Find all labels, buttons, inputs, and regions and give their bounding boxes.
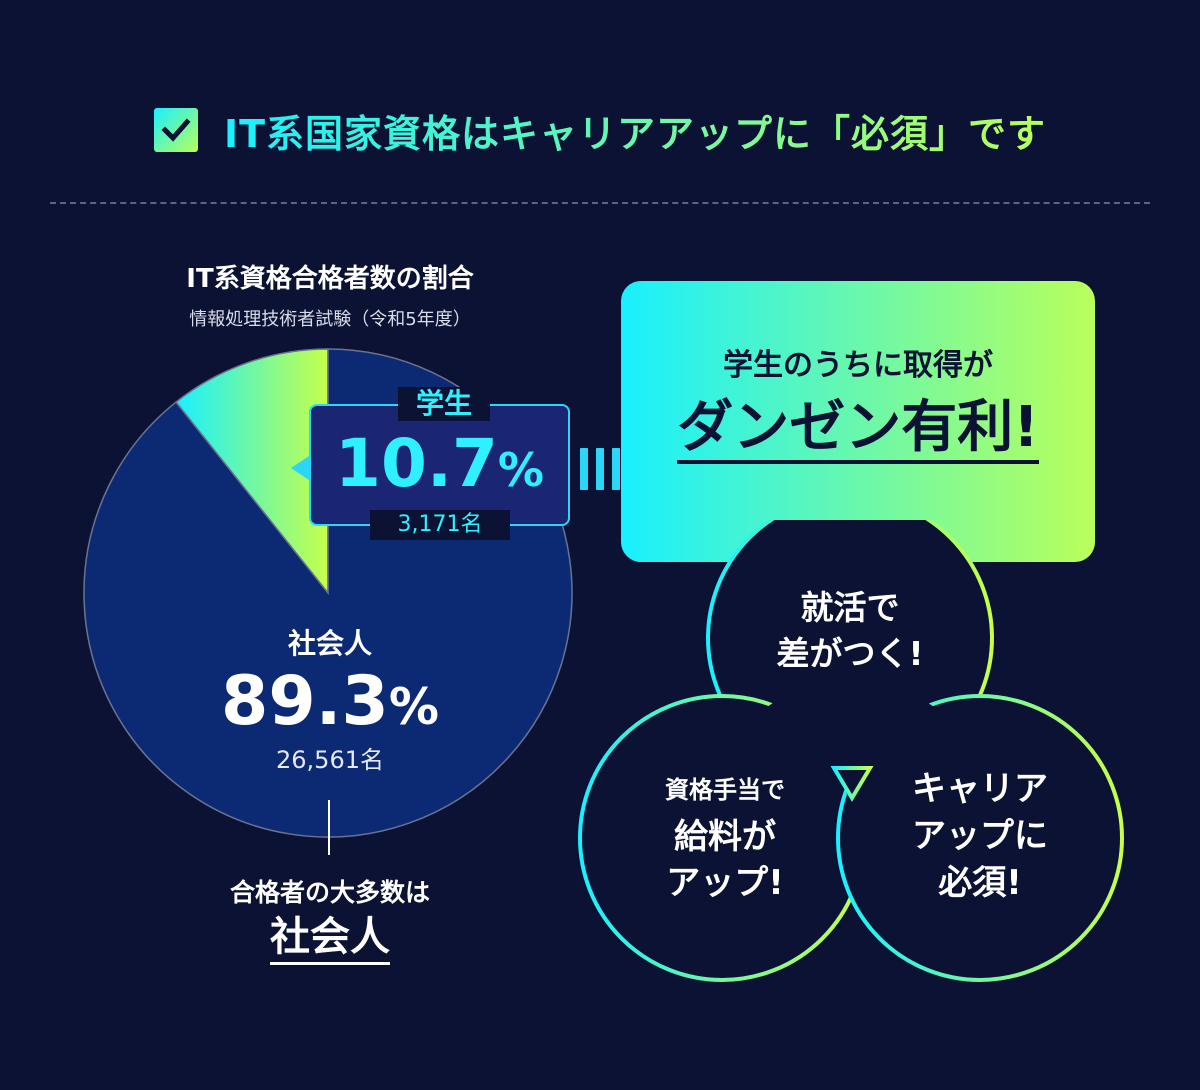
equals-bar bbox=[612, 448, 620, 490]
adult-slice-name: 社会人 bbox=[287, 627, 372, 660]
equals-bar bbox=[580, 448, 588, 490]
callout-line1: 学生のうちに取得が bbox=[723, 348, 993, 383]
adult-slice-count: 26,561名 bbox=[276, 746, 384, 774]
callout-box bbox=[621, 281, 1095, 562]
student-percent-unit: % bbox=[497, 443, 544, 497]
benefit-left-line1: 給料が bbox=[674, 817, 776, 857]
student-label-box bbox=[309, 404, 570, 526]
benefit-top: 就活で 差がつく! bbox=[720, 585, 980, 677]
callout-line2: ダンゼン有利! bbox=[621, 388, 1095, 468]
student-slice-percent: 10.7% bbox=[309, 428, 570, 506]
caption-line1: 合格者の大多数は bbox=[229, 878, 430, 907]
benefit-top-line1: 就活で bbox=[800, 588, 900, 627]
student-slice-count: 3,171名 bbox=[370, 510, 510, 540]
benefit-left-small: 資格手当で bbox=[665, 776, 785, 804]
benefit-right: キャリア アップに 必須! bbox=[865, 766, 1095, 907]
header: IT系国家資格はキャリアアップに「必須」です bbox=[0, 95, 1200, 165]
adult-percent-value: 89.3 bbox=[221, 662, 389, 741]
benefit-right-line1: キャリア bbox=[912, 769, 1048, 809]
adult-percent-unit: % bbox=[388, 678, 439, 736]
benefit-circles bbox=[578, 520, 1124, 982]
caption-emphasis: 社会人 bbox=[270, 914, 390, 965]
dashed-divider bbox=[50, 202, 1150, 204]
triangle-icon bbox=[830, 766, 874, 802]
benefit-right-line2: アップに bbox=[912, 816, 1048, 856]
equals-bar bbox=[596, 448, 604, 490]
chart-title: IT系資格合格者数の割合 bbox=[186, 264, 474, 294]
label-pointer bbox=[291, 456, 309, 480]
callout-emphasis: ダンゼン有利! bbox=[677, 395, 1039, 464]
pie-slice-student bbox=[174, 348, 329, 596]
adult-slice-percent: 89.3% bbox=[170, 662, 490, 747]
page-title: IT系国家資格はキャリアアップに「必須」です bbox=[224, 103, 1046, 158]
benefit-circle-right bbox=[836, 694, 1124, 982]
student-slice-name: 学生 bbox=[398, 387, 490, 421]
benefit-left-line2: アップ! bbox=[666, 863, 784, 903]
chart-subtitle: 情報処理技術者試験（令和5年度） bbox=[189, 309, 471, 330]
benefit-top-line2: 差がつく! bbox=[776, 634, 924, 673]
student-percent-value: 10.7 bbox=[335, 425, 498, 502]
benefit-right-line3: 必須! bbox=[938, 863, 1022, 903]
checkbox-icon bbox=[153, 108, 198, 152]
caption-line2: 社会人 bbox=[130, 912, 530, 965]
leader-line bbox=[328, 800, 330, 855]
benefit-left: 給料が アップ! bbox=[610, 814, 840, 906]
